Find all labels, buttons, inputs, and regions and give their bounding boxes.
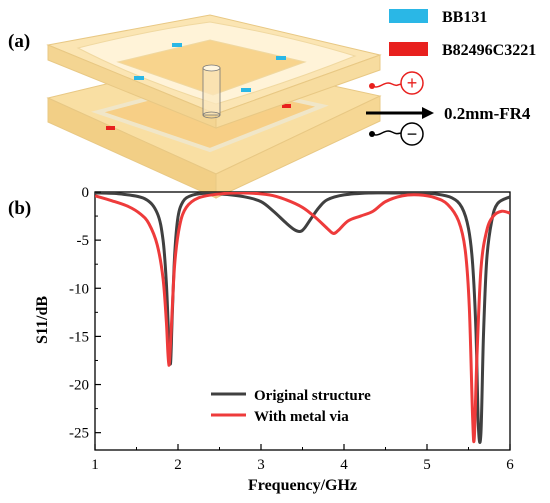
negative-port: − bbox=[369, 122, 424, 146]
x-tick-label: 1 bbox=[91, 457, 99, 473]
pcb-structure-illustration bbox=[46, 14, 382, 199]
top-varactor-marker-1 bbox=[172, 43, 182, 47]
svg-text:−: − bbox=[407, 124, 418, 144]
x-tick-label: 3 bbox=[257, 457, 265, 473]
legend-swatch-bb131 bbox=[389, 9, 428, 23]
top-varactor-marker-3 bbox=[276, 56, 286, 60]
positive-port: + bbox=[369, 71, 424, 95]
metal-via bbox=[202, 64, 221, 119]
top-varactor-marker-4 bbox=[241, 88, 251, 92]
y-tick-label: -5 bbox=[77, 233, 90, 249]
bottom-layer-right-face bbox=[215, 95, 381, 199]
x-tick-label: 5 bbox=[423, 457, 431, 473]
x-tick-label: 2 bbox=[174, 457, 182, 473]
x-tick-label: 4 bbox=[340, 457, 348, 473]
x-tick-label: 6 bbox=[506, 457, 514, 473]
y-tick-label: -25 bbox=[69, 426, 89, 442]
plus-icon bbox=[400, 71, 424, 95]
panel-a-label: (a) bbox=[8, 31, 30, 52]
bottom-capacitor-marker-2 bbox=[282, 104, 291, 108]
legend-label-bb131: BB131 bbox=[442, 9, 487, 26]
series-line-with-metal-via bbox=[95, 192, 510, 444]
top-layer-right-face bbox=[215, 54, 381, 129]
legend-label-b82496c3221: B82496C3221 bbox=[442, 42, 536, 59]
svg-text:+: + bbox=[407, 73, 418, 93]
panel-b-label: (b) bbox=[8, 198, 31, 219]
y-axis-label: S11/dB bbox=[34, 296, 51, 344]
s11-chart: 1 2 3 4 5 6 0 -5 -10 -15 -20 -25 Original structure… bbox=[34, 185, 514, 494]
x-axis-label: Frequency/GHz bbox=[248, 477, 357, 494]
y-tick-label: -20 bbox=[69, 378, 89, 394]
y-tick-label: 0 bbox=[82, 185, 90, 201]
legend-label-original-structure: Original structure bbox=[254, 388, 371, 404]
y-tick-label: -15 bbox=[69, 329, 89, 345]
legend-swatch-b82496c3221 bbox=[389, 42, 428, 56]
substrate-arrow bbox=[366, 107, 434, 119]
series-line-original-structure bbox=[95, 192, 510, 444]
bottom-capacitor-marker bbox=[106, 126, 115, 130]
top-varactor-marker-2 bbox=[134, 76, 144, 80]
legend-label-with-metal-via: With metal via bbox=[254, 409, 349, 425]
substrate-label: 0.2mm-FR4 bbox=[444, 104, 531, 123]
minus-icon bbox=[400, 122, 424, 146]
y-tick-label: -10 bbox=[69, 281, 89, 297]
